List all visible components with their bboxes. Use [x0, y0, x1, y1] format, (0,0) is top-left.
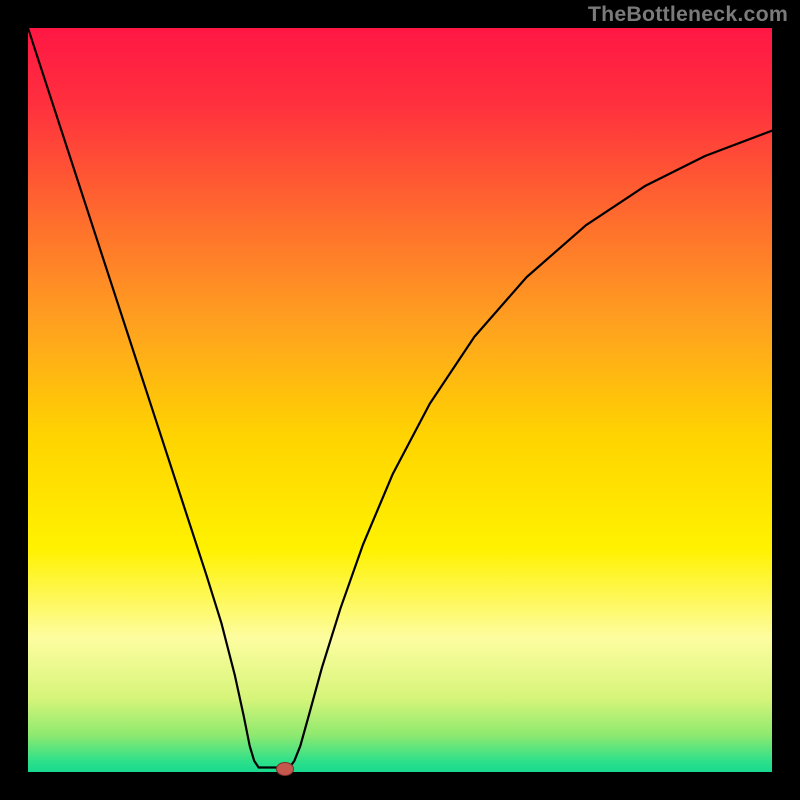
plot-area: [28, 28, 772, 772]
chart-frame: TheBottleneck.com: [0, 0, 800, 800]
watermark-text: TheBottleneck.com: [588, 2, 788, 27]
optimal-point-marker: [276, 762, 294, 776]
bottleneck-curve: [28, 28, 772, 772]
